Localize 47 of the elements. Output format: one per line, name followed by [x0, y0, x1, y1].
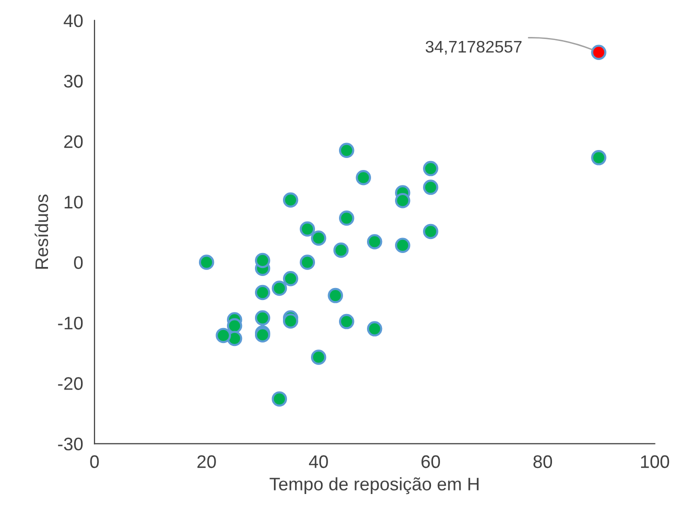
- point: [300, 254, 316, 270]
- x-tick-label: 20: [197, 455, 216, 468]
- point: [423, 180, 438, 195]
- point: [356, 170, 372, 186]
- y-tick-label: 0: [74, 256, 83, 270]
- point: [310, 350, 326, 365]
- point: [216, 328, 231, 344]
- x-tick-label: 40: [308, 455, 328, 468]
- point: [395, 238, 410, 253]
- point: [366, 234, 382, 250]
- y-tick-label: 20: [64, 135, 83, 148]
- point: [272, 280, 288, 296]
- point: [198, 254, 214, 270]
- y-tick-label: -30: [58, 438, 83, 450]
- x-axis-title: Tempo de reposição em H: [270, 477, 479, 494]
- point: [254, 252, 270, 268]
- point: [254, 310, 270, 326]
- y-tick-label: 30: [64, 74, 83, 88]
- point: [423, 224, 438, 240]
- y-tick-label: -10: [58, 316, 83, 330]
- point: [591, 44, 606, 60]
- y-tick-label: 10: [64, 196, 83, 209]
- point: [310, 230, 326, 246]
- y-tick-label: 40: [64, 14, 83, 28]
- point: [338, 142, 354, 158]
- point: [272, 391, 288, 407]
- point: [338, 314, 354, 330]
- point: [300, 221, 316, 237]
- annotation: 34,71782557: [426, 40, 522, 55]
- x-tick-label: 60: [422, 455, 440, 468]
- x-tick-label: 0: [90, 455, 99, 468]
- point: [254, 284, 270, 300]
- point: [395, 192, 410, 208]
- point: [282, 270, 298, 286]
- point: [423, 160, 438, 176]
- point: [591, 150, 606, 166]
- y-tick-label: -20: [58, 377, 83, 390]
- point: [333, 242, 349, 258]
- x-tick-label: 100: [641, 455, 670, 468]
- point: [226, 318, 242, 334]
- point: [282, 313, 298, 329]
- point: [328, 288, 344, 304]
- point: [366, 321, 382, 336]
- point: [282, 192, 298, 208]
- x-tick-label: 80: [533, 455, 552, 468]
- y-axis-title: Resíduos: [34, 194, 48, 269]
- point: [338, 210, 354, 226]
